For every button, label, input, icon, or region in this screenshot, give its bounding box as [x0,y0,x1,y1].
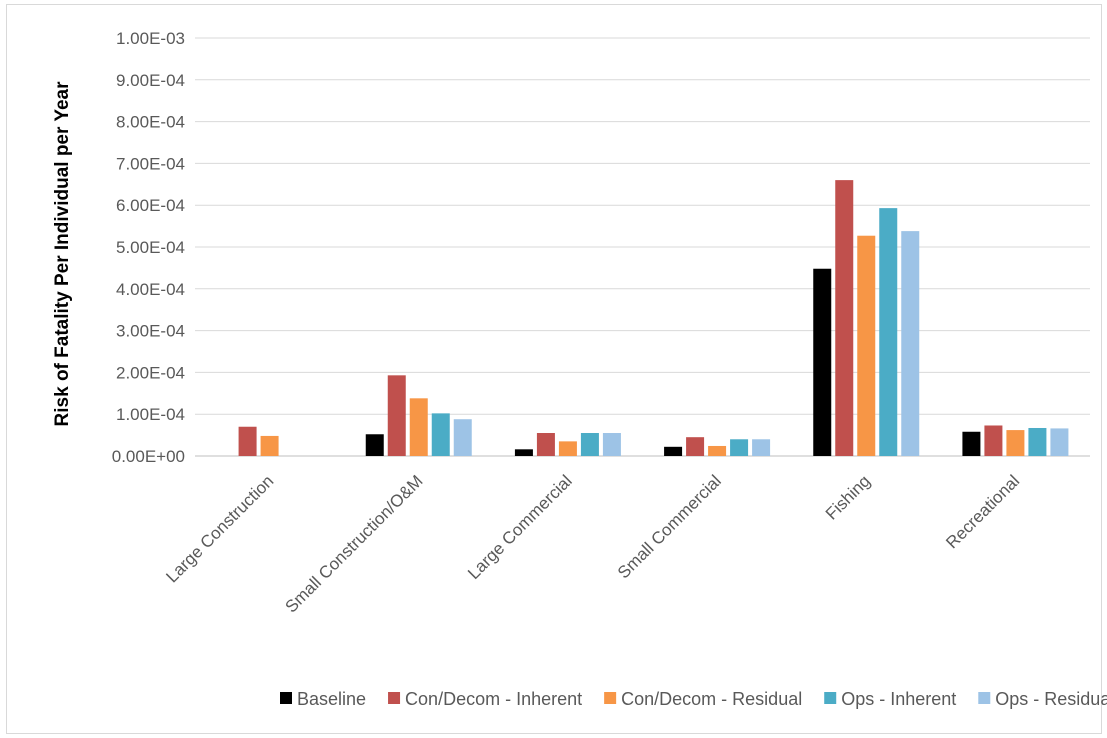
bar-baseline [514,449,533,456]
y-tick-label: 1.00E-03 [116,29,185,48]
bar-con-decom-residual [857,235,876,456]
bar-ops-inherent [580,433,599,456]
x-tick-label: Recreational [942,471,1023,552]
x-tick-label: Small Commercial [614,471,725,582]
y-tick-label: 9.00E-04 [116,71,185,90]
legend: Baseline Con/Decom - Inherent Con/Decom - … [280,689,1107,709]
bar-con-decom-residual [708,445,727,456]
legend-label: Ops - Inherent [841,689,956,709]
y-tick-label: 4.00E-04 [116,280,185,299]
bar-con-decom-inherent [686,437,705,456]
chart-frame [6,4,1102,734]
bar-con-decom-residual [260,435,279,456]
bar-con-decom-inherent [387,375,406,456]
legend-swatch [280,692,292,704]
bar-baseline [962,431,981,456]
bars [238,180,1069,456]
bar-con-decom-inherent [536,433,555,456]
bar-ops-residual [901,231,920,456]
x-tick-label: Large Commercial [464,471,576,583]
bar-con-decom-residual [1006,430,1025,456]
x-axis-ticks: Large Construction Small Construction/O&M… [162,471,1023,616]
x-tick-label: Fishing [822,471,874,523]
legend-swatch [824,692,837,704]
bar-ops-residual [752,439,771,456]
bar-ops-inherent [730,439,749,456]
bar-baseline [664,446,683,456]
y-axis-ticks: 0.00E+00 1.00E-04 2.00E-04 3.00E-04 4.00E-04… [112,29,185,466]
bar-ops-inherent [431,413,450,456]
legend-swatch [978,692,991,704]
bar-ops-residual [453,419,472,456]
bar-ops-residual [602,433,621,456]
y-tick-label: 7.00E-04 [116,154,185,173]
y-tick-label: 8.00E-04 [116,113,185,132]
bar-ops-inherent [879,208,898,456]
y-tick-label: 5.00E-04 [116,238,185,257]
bar-con-decom-residual [409,398,428,456]
bar-ops-inherent [1028,427,1047,456]
legend-label: Con/Decom - Residual [621,689,802,709]
gridlines [195,37,1090,457]
bar-con-decom-inherent [238,426,257,456]
legend-label: Con/Decom - Inherent [405,689,582,709]
legend-swatch [388,692,401,704]
y-tick-label: 2.00E-04 [116,363,185,382]
bar-con-decom-residual [558,441,577,456]
bar-con-decom-inherent [835,180,854,456]
x-tick-label: Large Construction [162,471,277,586]
y-tick-label: 6.00E-04 [116,196,185,215]
y-tick-label: 0.00E+00 [112,447,185,466]
bar-baseline [365,434,384,456]
bar-con-decom-inherent [984,425,1003,456]
bar-baseline [813,268,832,456]
y-tick-label: 3.00E-04 [116,322,185,341]
legend-label: Ops - Residual [995,689,1107,709]
legend-label: Baseline [297,689,366,709]
y-axis-label: Risk of Fatality Per Individual per Year [52,81,73,427]
legend-swatch [604,692,617,704]
y-tick-label: 1.00E-04 [116,405,185,424]
bar-ops-residual [1050,428,1069,456]
x-tick-label: Small Construction/O&M [282,471,427,616]
